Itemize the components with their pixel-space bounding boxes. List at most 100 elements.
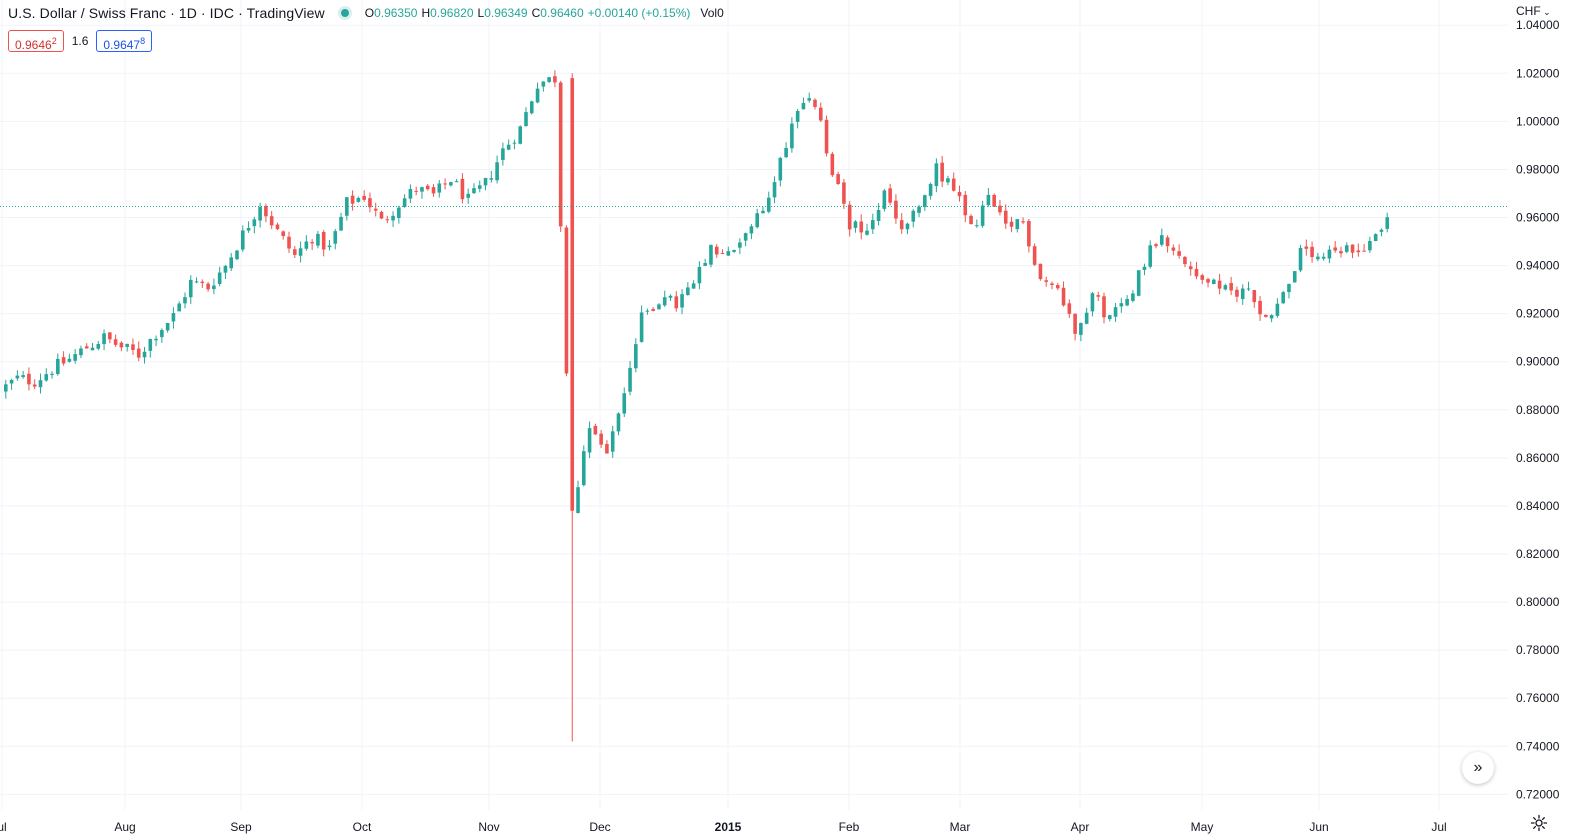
candle-up — [252, 216, 257, 234]
candle-body — [865, 230, 869, 235]
candle-up — [15, 370, 20, 381]
candle-body — [830, 153, 835, 176]
candle-body — [657, 304, 661, 310]
y-tick-label: 0.88000 — [1516, 403, 1560, 417]
candle-up — [67, 353, 72, 363]
candle-body — [1321, 256, 1326, 259]
candle-body — [1333, 247, 1337, 251]
candle-up — [778, 156, 783, 187]
candle-up — [726, 246, 731, 256]
gear-icon[interactable] — [1530, 814, 1548, 832]
volume-readout: Vol0 — [700, 6, 723, 20]
y-tick-label: 0.94000 — [1516, 259, 1560, 273]
x-tick-label: 2015 — [715, 820, 742, 834]
candle-body — [287, 236, 291, 249]
candle-up — [489, 170, 494, 183]
buy-quote-button[interactable]: 0.96478 — [96, 30, 153, 52]
candle-down — [136, 341, 141, 362]
candle-up — [616, 412, 621, 436]
candle-down — [1154, 242, 1158, 249]
y-tick-label: 0.72000 — [1516, 787, 1560, 801]
candle-up — [1136, 270, 1141, 297]
candle-up — [1084, 307, 1089, 325]
close-value: 0.96460 — [540, 6, 584, 20]
chevron-down-icon: ⌄ — [1540, 7, 1551, 17]
x-tick-label: Mar — [950, 820, 971, 834]
candle-down — [1003, 204, 1008, 229]
candle-up — [102, 329, 106, 351]
candle-down — [310, 239, 314, 251]
candle-down — [818, 102, 823, 123]
candle-down — [281, 230, 286, 240]
candle-body — [732, 250, 736, 252]
candle-up — [194, 277, 199, 284]
candle-body — [1368, 241, 1372, 251]
candle-body — [281, 231, 286, 237]
candle-up — [772, 176, 777, 204]
candle-up — [1292, 270, 1297, 283]
sell-quote-button[interactable]: 0.96462 — [8, 30, 64, 52]
scroll-to-realtime-button[interactable]: » — [1462, 752, 1494, 784]
candle-body — [1188, 266, 1193, 270]
candle-up — [1212, 278, 1216, 285]
candle-body — [1223, 285, 1228, 290]
candle-down — [425, 183, 430, 191]
candle-down — [674, 291, 679, 312]
candle-up — [871, 213, 875, 234]
candle-down — [269, 210, 274, 230]
candle-body — [1136, 270, 1141, 296]
candle-up — [1015, 219, 1020, 233]
currency-label: CHF — [1516, 4, 1541, 18]
candle-body — [1096, 295, 1101, 297]
candle-body — [402, 198, 407, 207]
candle-down — [1067, 299, 1072, 318]
candle-down — [379, 210, 384, 220]
candle-body — [1200, 275, 1205, 280]
candle-up — [183, 292, 187, 309]
candle-body — [524, 112, 528, 127]
candle-up — [21, 370, 25, 379]
candle-up — [628, 360, 632, 396]
candle-up — [466, 188, 470, 204]
candles — [4, 70, 1390, 742]
currency-selector[interactable]: CHF ⌄ — [1516, 4, 1551, 18]
candle-body — [957, 191, 962, 197]
candle-body — [558, 82, 563, 227]
candle-body — [674, 296, 679, 309]
candle-down — [1183, 255, 1187, 268]
candle-body — [240, 230, 245, 250]
candle-body — [969, 215, 973, 225]
candle-down — [1027, 219, 1031, 253]
candle-body — [605, 443, 609, 454]
candle-up — [56, 353, 60, 376]
candle-body — [836, 174, 840, 184]
candle-body — [1165, 237, 1170, 247]
candle-up — [483, 177, 488, 191]
candle-down — [714, 244, 719, 258]
candle-body — [1142, 266, 1147, 270]
candle-body — [206, 283, 210, 290]
symbol-title[interactable]: U.S. Dollar / Swiss Franc · 1D · IDC · T… — [8, 5, 325, 21]
candle-down — [992, 193, 996, 207]
candle-up — [882, 189, 887, 212]
candle-body — [136, 348, 141, 358]
candle-down — [836, 171, 840, 185]
candle-body — [1125, 298, 1129, 306]
candle-up — [761, 206, 765, 214]
y-tick-label: 0.78000 — [1516, 643, 1560, 657]
candle-body — [275, 224, 280, 230]
open-value: 0.96350 — [374, 6, 418, 20]
candle-up — [1287, 283, 1291, 299]
candle-down — [998, 199, 1002, 216]
candle-up — [766, 191, 771, 214]
candle-down — [362, 190, 366, 202]
candle-up — [576, 480, 580, 514]
candle-body — [154, 338, 158, 341]
candle-down — [1177, 244, 1181, 259]
candle-body — [553, 76, 557, 83]
candle-up — [709, 244, 713, 268]
y-tick-label: 0.84000 — [1516, 499, 1560, 513]
candle-body — [56, 358, 60, 375]
candle-body — [1217, 280, 1222, 289]
